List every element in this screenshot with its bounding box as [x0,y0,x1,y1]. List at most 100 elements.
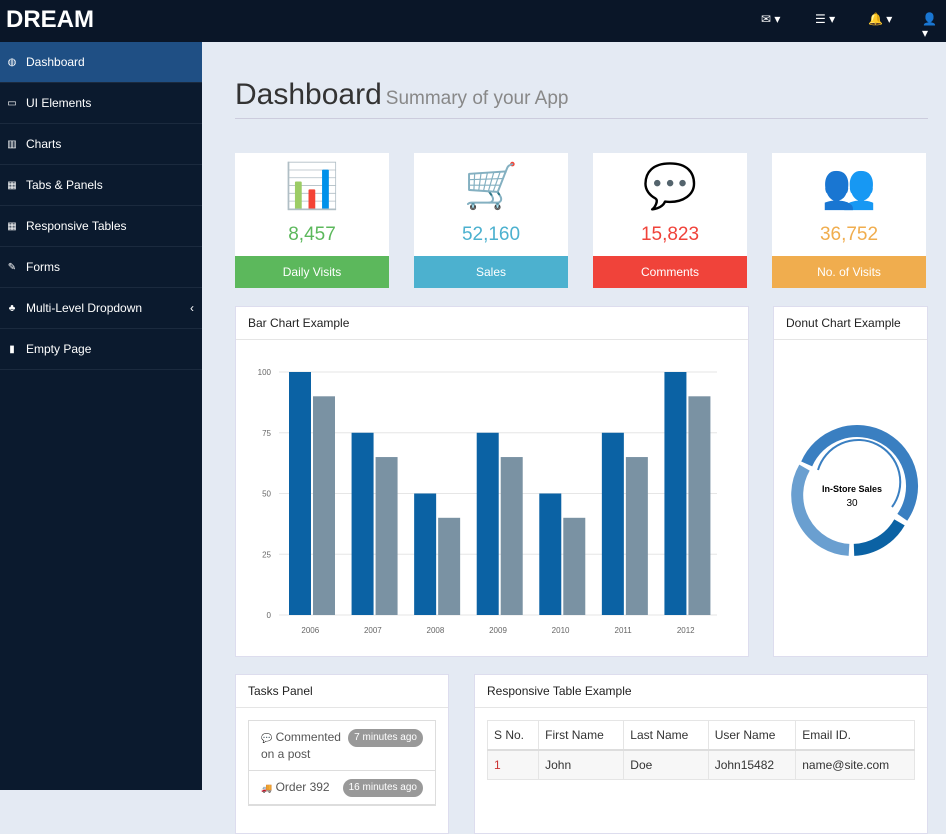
task-text: Order 392 [275,780,330,794]
donut-chart[interactable]: In-Store Sales 30 [774,340,929,656]
y-tick-label: 50 [262,490,271,499]
menu-icon: ▥ [7,138,17,150]
y-tick-label: 0 [267,611,272,620]
donut-chart-panel: Donut Chart Example In-Store Sales 30 [773,306,928,657]
stat-icon: 💬 [642,162,698,211]
sidebar-item-label: Multi-Level Dropdown [26,301,143,315]
sidebar-item-label: Forms [26,260,60,274]
bar-a-2010 [539,493,562,615]
stat-card: 🛒 52,160 Sales [414,153,568,288]
time-badge: 16 minutes ago [342,779,423,797]
donut-segment-instore[interactable] [801,425,918,521]
task-text: Commented on a post [261,730,341,761]
stat-value: 36,752 [819,224,879,245]
sidebar-item-label: UI Elements [26,96,92,110]
donut-hover-ring [817,439,902,508]
panel-title: Donut Chart Example [774,307,927,340]
bar-b-2009 [500,457,523,615]
table-cell: Doe [623,749,709,780]
x-tick-label: 2011 [615,626,633,635]
sidebar-item[interactable]: ▦ Responsive Tables [0,206,202,247]
stat-value: 52,160 [461,224,521,245]
stat-label[interactable]: No. of Visits [772,256,926,288]
donut-segment-mailorder[interactable] [853,519,905,556]
sidebar-item[interactable]: ♣ Multi-Level Dropdown ‹ [0,288,202,329]
stat-value: 8,457 [288,224,336,245]
panel-title: Responsive Table Example [475,675,927,708]
stat-card: 📊 8,457 Daily Visits [235,153,389,288]
x-tick-label: 2012 [677,626,695,635]
table-cell: John [538,749,625,780]
bar-b-2007 [375,457,398,615]
task-item[interactable]: 7 minutes ago 💬 Commented on a post [249,721,435,771]
y-tick-label: 75 [262,429,271,438]
bar-a-2007 [351,432,374,615]
sidebar: ◍ Dashboard ▭ UI Elements ▥ Charts ▦ Tabs & Pan… [0,42,202,790]
column-header: Last Name [623,720,709,751]
sidebar-item[interactable]: ◍ Dashboard [0,42,202,83]
menu-icon: ▮ [9,343,15,355]
sidebar-item[interactable]: ▥ Charts [0,124,202,165]
stat-label[interactable]: Sales [414,256,568,288]
donut-label: In-Store Sales [822,484,882,494]
menu-icon: ▭ [7,97,17,109]
user-icon[interactable]: 👤 ▾ [922,12,937,40]
column-header: First Name [538,720,625,751]
bar-a-2006 [289,372,311,615]
chevron-left-icon: ‹ [190,301,194,315]
table-row: 1 John Doe John15482 name@site.com [486,749,915,780]
sidebar-item[interactable]: ▮ Empty Page [0,329,202,370]
sidebar-item[interactable]: ▭ UI Elements [0,83,202,124]
column-header: User Name [707,720,797,751]
x-tick-label: 2006 [301,626,319,635]
y-tick-label: 25 [262,550,271,559]
bar-b-2011 [625,457,648,615]
y-tick-label: 100 [258,368,272,377]
menu-icon: ◍ [7,56,17,68]
main-content: Dashboard Summary of your App 📊 8,457 Daily… [202,42,946,834]
stat-value: 15,823 [640,224,700,245]
column-header: Email ID. [795,720,915,751]
sidebar-item-label: Charts [26,137,62,151]
menu-icon: ✎ [7,261,17,273]
stat-card: 💬 15,823 Comments [593,153,747,288]
sidebar-item-label: Responsive Tables [26,219,127,233]
sidebar-item-label: Empty Page [26,342,92,356]
title-text: Dashboard [235,78,382,111]
donut-value: 30 [846,498,858,509]
data-table: S No. First Name Last Name User Name Email I… [486,720,915,780]
table-panel: Responsive Table Example S No. First Name… [474,674,928,834]
bar-a-2011 [601,432,624,615]
donut-segment-download[interactable] [791,464,850,556]
menu-icon: ▦ [7,220,17,232]
panel-title: Tasks Panel [236,675,448,708]
menu-icon: ▦ [7,179,17,191]
task-item[interactable]: 16 minutes ago 🚚 Order 392 [249,771,435,805]
sidebar-item[interactable]: ✎ Forms [0,247,202,288]
sidebar-item[interactable]: ▦ Tabs & Panels [0,165,202,206]
stat-icon: 👥 [821,162,877,211]
x-tick-label: 2009 [489,626,507,635]
time-badge: 7 minutes ago [348,729,423,747]
top-navbar: DREAM ✉ ▾ ☰ ▾ 🔔 ▾ 👤 ▾ [0,0,946,42]
envelope-icon[interactable]: ✉ ▾ [761,12,781,26]
bar-a-2008 [414,493,437,615]
bar-b-2010 [563,517,586,615]
bar-a-2012 [664,372,687,615]
page-title: Dashboard Summary of your App [235,78,928,119]
stat-card: 👥 36,752 No. of Visits [772,153,926,288]
x-tick-label: 2008 [427,626,445,635]
x-tick-label: 2010 [552,626,570,635]
bell-icon[interactable]: 🔔 ▾ [868,12,893,26]
page-subtitle: Summary of your App [385,88,569,109]
stat-icon: 📊 [284,162,340,211]
sidebar-item-label: Tabs & Panels [26,178,103,192]
tasks-icon[interactable]: ☰ ▾ [815,12,836,26]
menu-icon: ♣ [8,302,16,314]
table-cell: John15482 [707,749,797,780]
bar-a-2009 [476,432,499,615]
tasks-panel: Tasks Panel 7 minutes ago 💬 Commented on … [235,674,449,834]
brand-logo[interactable]: DREAM [6,6,94,33]
stat-label[interactable]: Daily Visits [235,256,389,288]
stat-label[interactable]: Comments [593,256,747,288]
